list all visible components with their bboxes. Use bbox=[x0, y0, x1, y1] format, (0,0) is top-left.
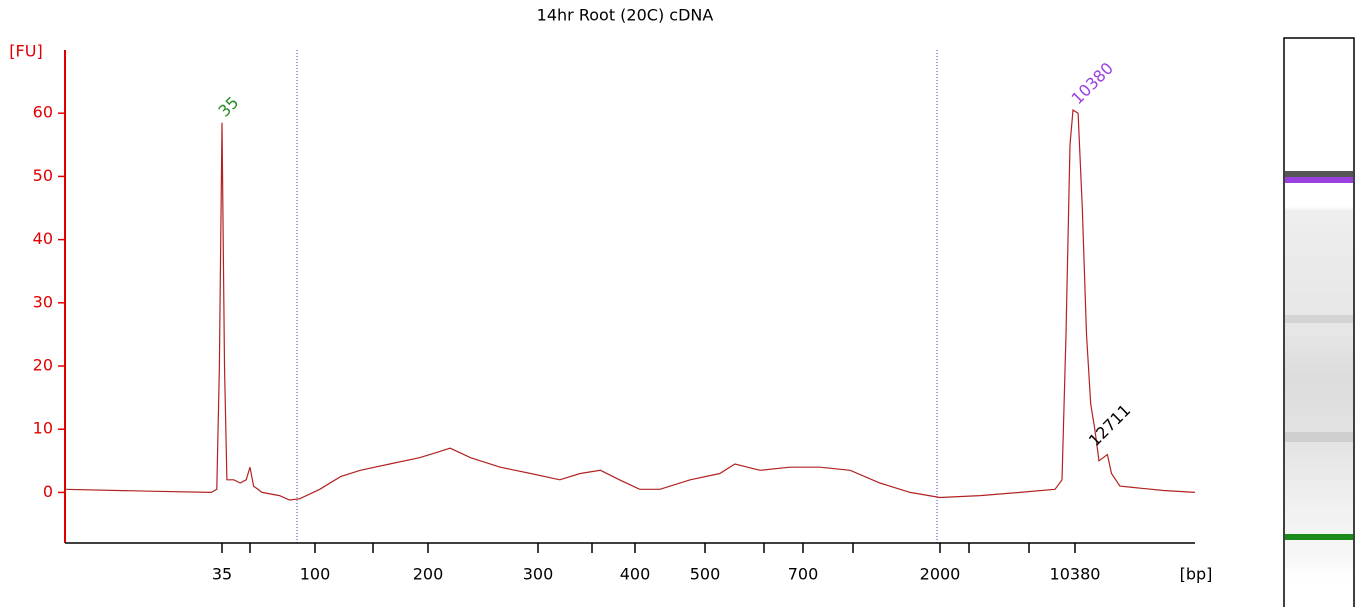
y-tick-label: 0 bbox=[43, 482, 53, 501]
y-tick-label: 50 bbox=[33, 166, 53, 185]
x-tick-label: 500 bbox=[690, 565, 721, 584]
x-tick-label: 200 bbox=[413, 565, 444, 584]
peak-label: 35 bbox=[215, 93, 243, 121]
trace bbox=[64, 108, 1196, 501]
x-tick-label: 2000 bbox=[920, 565, 961, 584]
y-tick-label: 60 bbox=[33, 103, 53, 122]
x-axis-label: [bp] bbox=[1180, 565, 1213, 584]
x-tick-label: 700 bbox=[788, 565, 819, 584]
y-tick-label: 40 bbox=[33, 229, 53, 248]
x-tick-label: 10380 bbox=[1050, 565, 1101, 584]
y-tick-label: 30 bbox=[33, 292, 53, 311]
gel-lane bbox=[1283, 37, 1355, 611]
chart-title: 14hr Root (20C) cDNA bbox=[537, 6, 714, 25]
x-tick-label: 35 bbox=[212, 565, 232, 584]
y-tick-label: 10 bbox=[33, 419, 53, 438]
y-tick-label: 20 bbox=[33, 356, 53, 375]
y-axis-label: [FU] bbox=[9, 42, 42, 61]
peak-label: 12711 bbox=[1085, 401, 1134, 450]
x-tick-label: 300 bbox=[523, 565, 554, 584]
peak-label: 10380 bbox=[1068, 59, 1117, 108]
x-tick-label: 100 bbox=[300, 565, 331, 584]
x-tick-label: 400 bbox=[620, 565, 651, 584]
